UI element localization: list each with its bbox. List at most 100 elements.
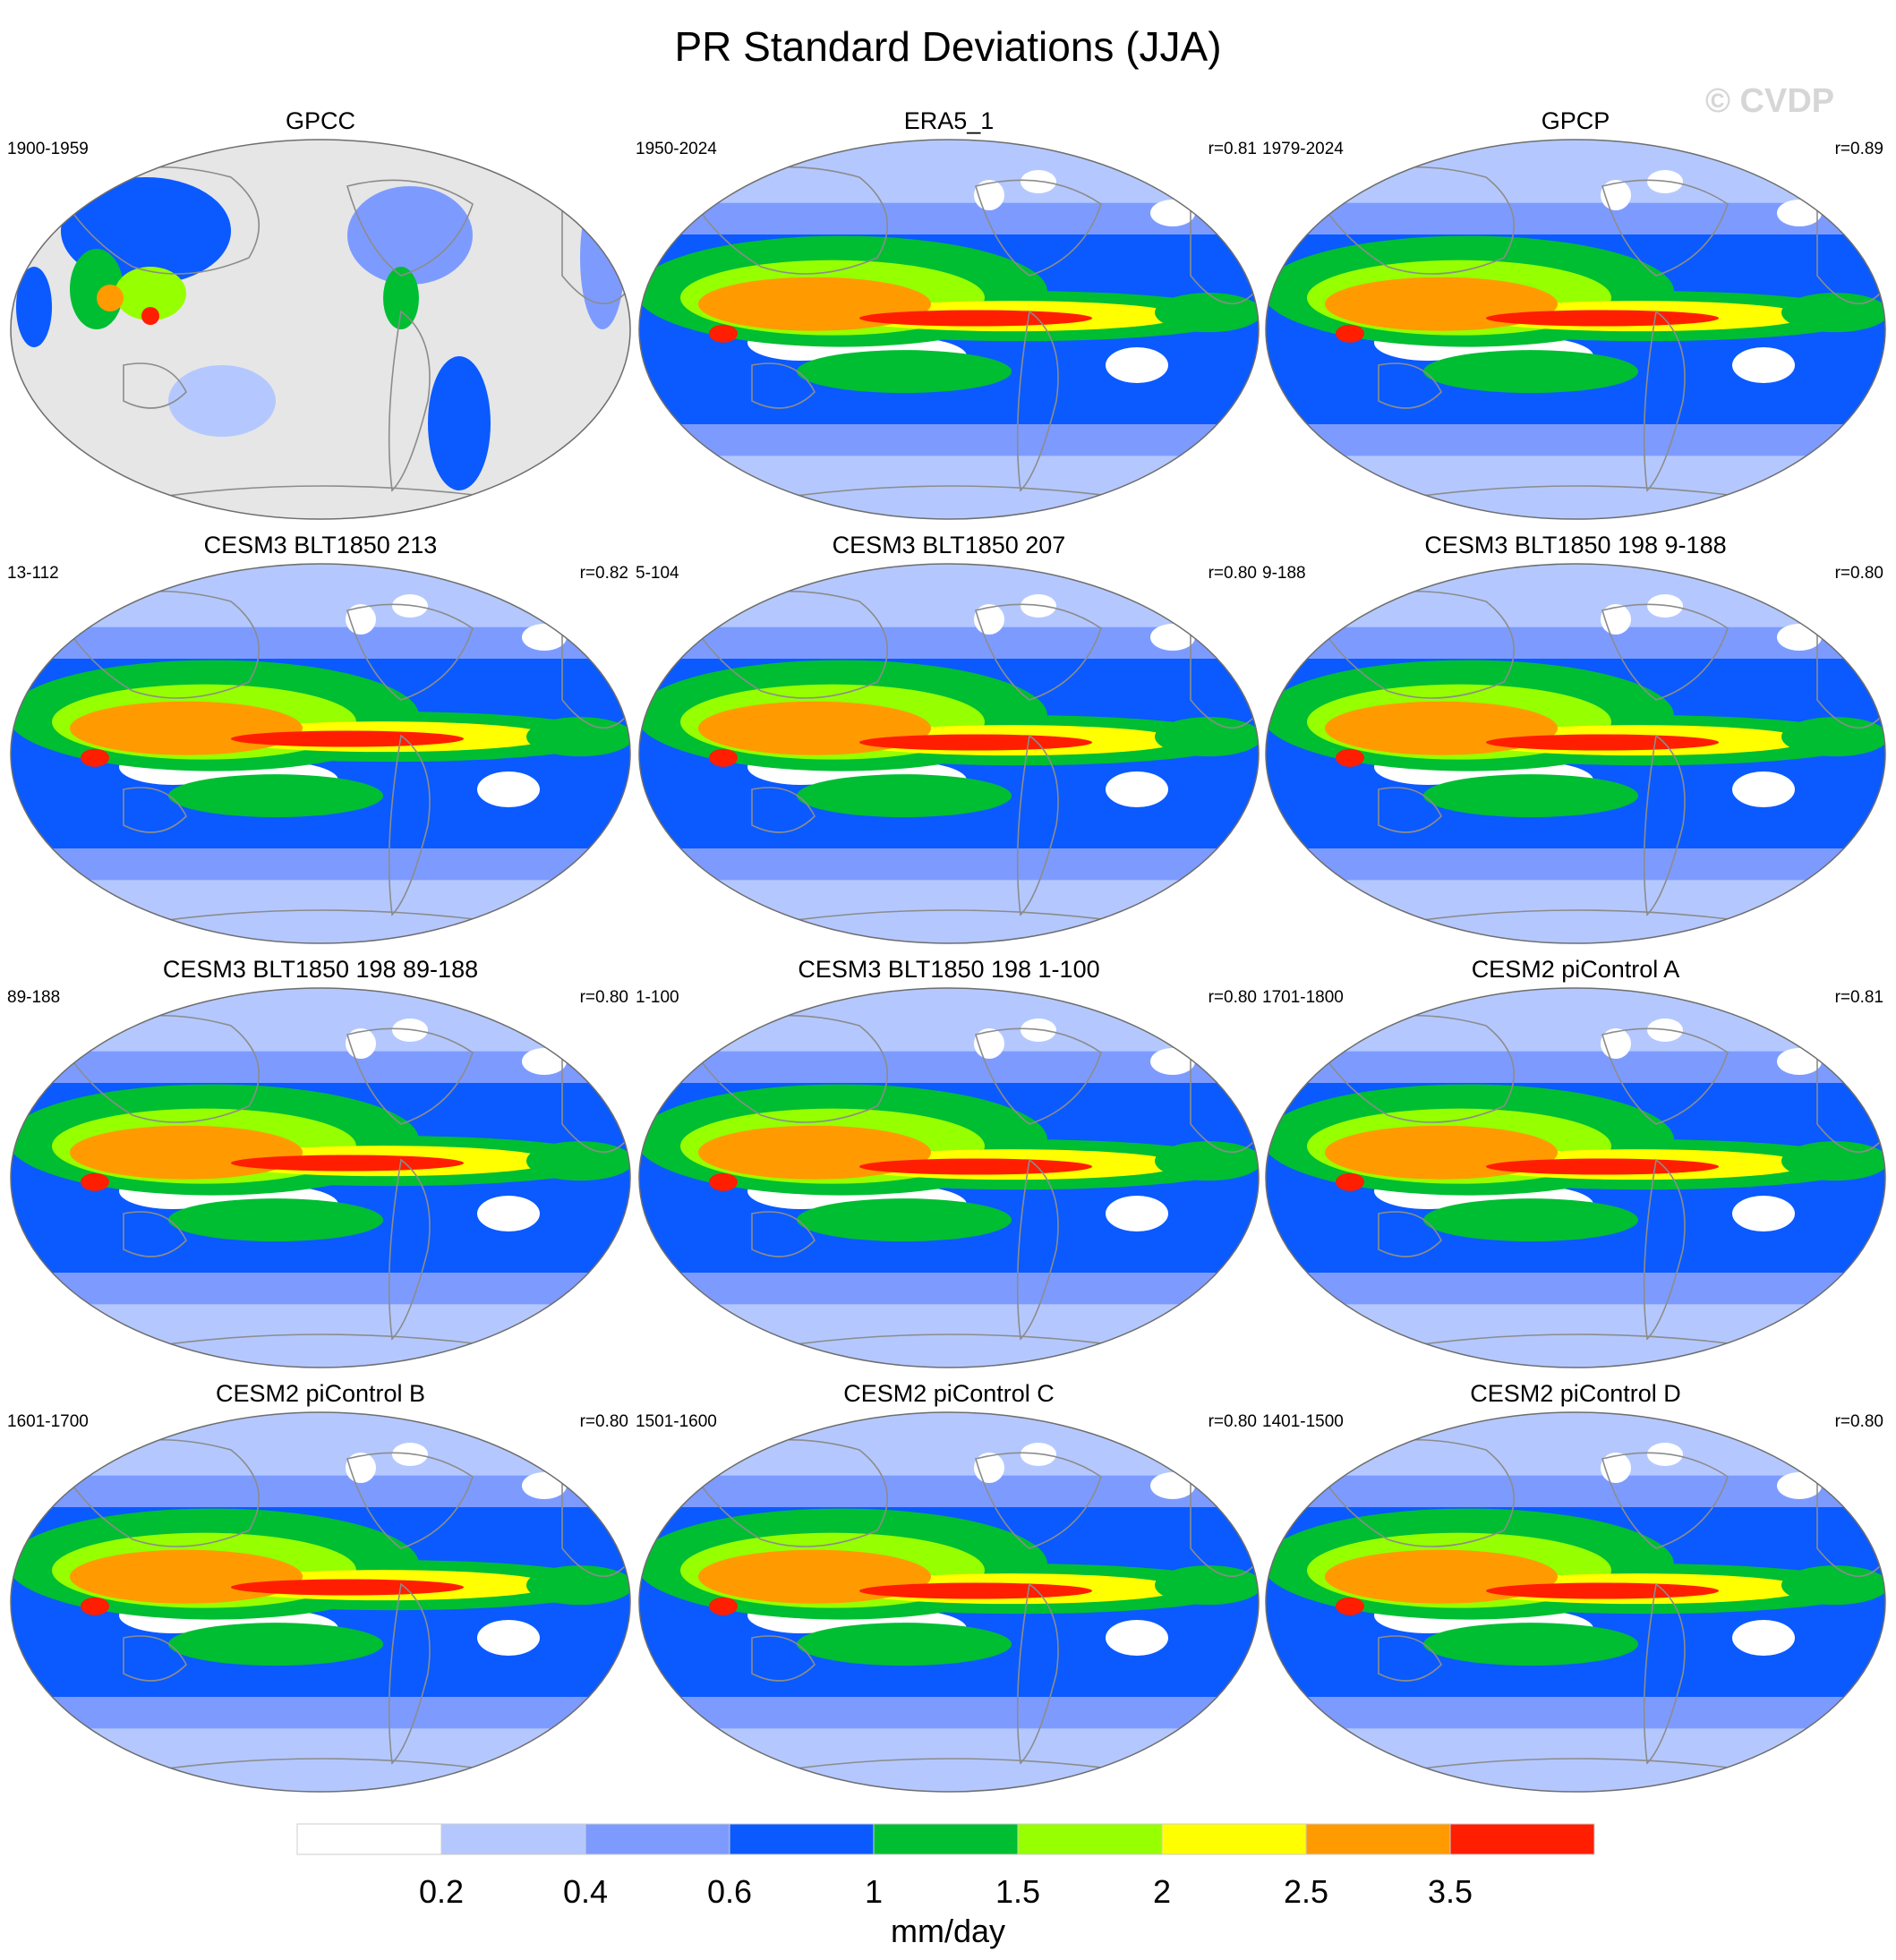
itcz-max <box>1486 1582 1719 1599</box>
coastline <box>1601 603 1729 701</box>
map-border <box>1265 987 1886 1368</box>
coastline <box>1601 1452 1729 1549</box>
atlantic-itcz <box>526 1565 630 1606</box>
dry-region <box>477 771 540 807</box>
itcz-max <box>231 1155 464 1172</box>
spcz-band <box>168 1198 383 1242</box>
dry-region <box>1150 200 1195 226</box>
map-border <box>10 563 631 944</box>
dry-region <box>1777 1472 1822 1499</box>
coastline <box>141 485 509 500</box>
coastline <box>346 1027 474 1125</box>
map-panel: CESM3 BLT1850 198 9-188 9-188 r=0.80 <box>1262 530 1889 950</box>
atlantic-itcz <box>526 717 630 757</box>
dry-region <box>477 1620 540 1656</box>
indian-ocean-max <box>1336 324 1364 343</box>
panel-period: 1900-1959 <box>7 140 89 158</box>
pattern-correlation: r=0.80 <box>1834 1412 1883 1431</box>
colorbar-tick-label: 0.4 <box>563 1873 608 1910</box>
colorbar-swatch <box>440 1823 586 1855</box>
precip-region <box>97 285 124 311</box>
coastline <box>1396 909 1764 925</box>
coastline <box>346 179 474 277</box>
map-border <box>638 563 1260 944</box>
coastline <box>975 603 1102 701</box>
coastline <box>123 362 187 409</box>
coastline <box>1016 734 1059 916</box>
map-panel: CESM3 BLT1850 213 13-112 r=0.82 <box>7 530 634 950</box>
panel-period: 1601-1700 <box>7 1412 89 1431</box>
map-border <box>10 1411 631 1793</box>
panel-title: CESM3 BLT1850 198 1-100 <box>798 956 1100 983</box>
missing-ocean <box>11 140 630 519</box>
indian-ocean-max <box>1336 1172 1364 1191</box>
map-panel: CESM3 BLT1850 198 1-100 1-100 r=0.80 <box>636 954 1262 1375</box>
panel-period: 1501-1600 <box>636 1412 717 1431</box>
map-border <box>1265 563 1886 944</box>
panel-period: 89-188 <box>7 988 61 1007</box>
panel-title: ERA5_1 <box>903 107 995 134</box>
map-panel: GPCP 1979-2024 r=0.89 <box>1262 106 1889 526</box>
map-panel: CESM3 BLT1850 198 89-188 89-188 r=0.80 <box>7 954 634 1375</box>
panel-title: CESM2 piControl D <box>1470 1380 1681 1407</box>
precip-region <box>16 267 52 347</box>
atlantic-itcz <box>1781 1141 1885 1181</box>
robinson-map <box>10 139 631 520</box>
pattern-correlation: r=0.81 <box>1834 988 1883 1007</box>
spcz-band <box>1423 350 1638 394</box>
coastline <box>141 909 509 925</box>
coastline <box>975 1452 1102 1549</box>
itcz-max <box>859 1582 1092 1599</box>
colorbar-tick-label: 3.5 <box>1428 1873 1473 1910</box>
coastline <box>751 1211 816 1257</box>
map-panel: CESM3 BLT1850 207 5-104 r=0.80 <box>636 530 1262 950</box>
warm-pool <box>70 1549 303 1604</box>
colorbar-swatch <box>296 1823 442 1855</box>
indian-ocean-max <box>1336 748 1364 767</box>
map-panel: CESM2 piControl B 1601-1700 r=0.80 <box>7 1378 634 1799</box>
map-border <box>638 1411 1260 1793</box>
coastline <box>769 485 1138 500</box>
dry-region <box>1106 1196 1168 1231</box>
panel-title: CESM3 BLT1850 207 <box>832 532 1066 558</box>
panel-period: 5-104 <box>636 564 679 583</box>
pattern-correlation: r=0.80 <box>579 1412 628 1431</box>
spcz-band <box>168 774 383 818</box>
atlantic-itcz <box>1781 717 1885 757</box>
map-border <box>10 139 631 520</box>
pattern-correlation: r=0.80 <box>1208 988 1257 1007</box>
atlantic-itcz <box>1155 1141 1259 1181</box>
colorbar-swatch <box>585 1823 730 1855</box>
panel-period: 1-100 <box>636 988 679 1007</box>
warm-pool <box>70 1125 303 1180</box>
indian-ocean-max <box>709 324 738 343</box>
atlantic-itcz <box>1781 1565 1885 1606</box>
coastline <box>388 1158 431 1341</box>
atlantic-itcz <box>1155 293 1259 333</box>
dry-region <box>477 1196 540 1231</box>
atlantic-itcz <box>1155 1565 1259 1606</box>
colorbar: 0.2 0.4 0.6 1 1.5 2 2.5 3.5 mm/day <box>296 1823 1595 1949</box>
panel-title: CESM3 BLT1850 198 9-188 <box>1424 532 1727 558</box>
dry-region <box>522 1472 567 1499</box>
spcz-band <box>1423 1198 1638 1242</box>
coastline <box>751 1635 816 1682</box>
colorbar-tick-label: 0.2 <box>419 1873 464 1910</box>
precip-region <box>141 307 159 325</box>
precip-region <box>428 356 491 490</box>
figure-title: PR Standard Deviations (JJA) <box>674 23 1222 70</box>
coastline <box>123 1211 187 1257</box>
itcz-max <box>1486 734 1719 751</box>
panel-title: CESM2 piControl A <box>1471 956 1680 983</box>
dry-region <box>1106 1620 1168 1656</box>
coastline <box>388 310 431 492</box>
colorbar-swatch <box>873 1823 1019 1855</box>
dry-region <box>1732 347 1795 383</box>
coastline <box>1643 1158 1686 1341</box>
robinson-map <box>10 1411 631 1793</box>
robinson-map <box>638 139 1260 520</box>
itcz-max <box>859 1158 1092 1175</box>
robinson-map <box>638 987 1260 1368</box>
coastline <box>1378 362 1442 409</box>
pattern-correlation: r=0.80 <box>1208 1412 1257 1431</box>
